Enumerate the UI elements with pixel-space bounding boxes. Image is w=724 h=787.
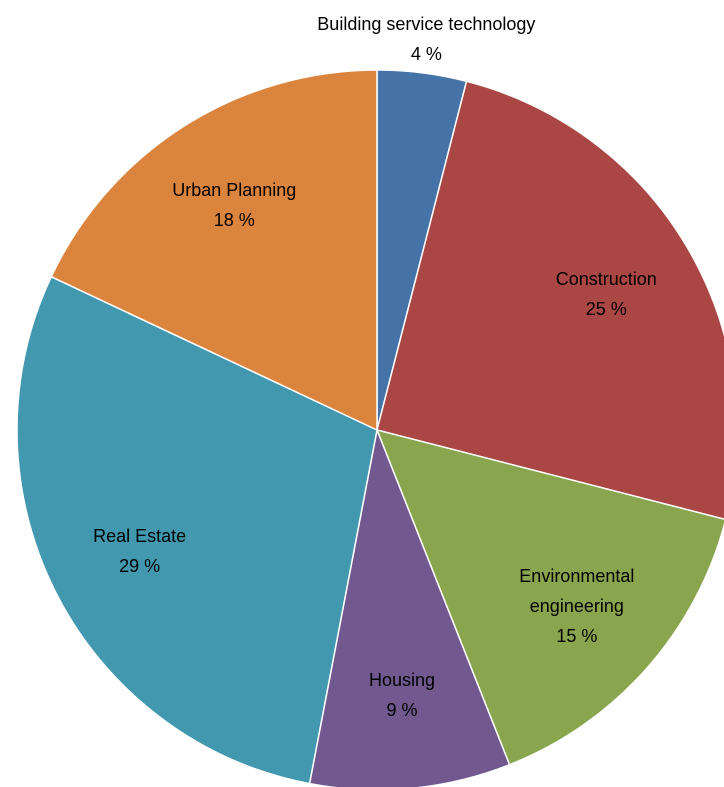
pie-slice bbox=[308, 427, 511, 787]
slice-value: 25 % bbox=[585, 299, 627, 320]
slice-label: Housing 9 % bbox=[322, 665, 482, 725]
slice-name: Building service technology bbox=[317, 14, 536, 35]
slice-name: Environmental engineering bbox=[519, 566, 635, 617]
slice-label: Environmental engineering 15 % bbox=[497, 561, 657, 651]
slice-label: Construction 25 % bbox=[526, 264, 686, 324]
slice-label: Urban Planning 18 % bbox=[154, 175, 314, 235]
pie-slice bbox=[16, 275, 378, 785]
slice-value: 18 % bbox=[213, 210, 255, 231]
slice-name: Urban Planning bbox=[172, 180, 297, 201]
slice-value: 9 % bbox=[386, 700, 418, 721]
pie-slice bbox=[375, 428, 724, 766]
slice-label: Building service technology 4 % bbox=[317, 9, 535, 69]
pie-slice bbox=[50, 69, 378, 432]
slice-value: 15 % bbox=[556, 626, 598, 647]
slice-name: Construction bbox=[555, 269, 657, 290]
pie-slice bbox=[376, 80, 724, 520]
slice-value: 4 % bbox=[410, 44, 442, 65]
slice-label: Real Estate 29 % bbox=[60, 521, 220, 581]
slice-value: 29 % bbox=[119, 555, 161, 576]
slice-name: Real Estate bbox=[93, 525, 187, 546]
slice-name: Housing bbox=[369, 670, 436, 691]
